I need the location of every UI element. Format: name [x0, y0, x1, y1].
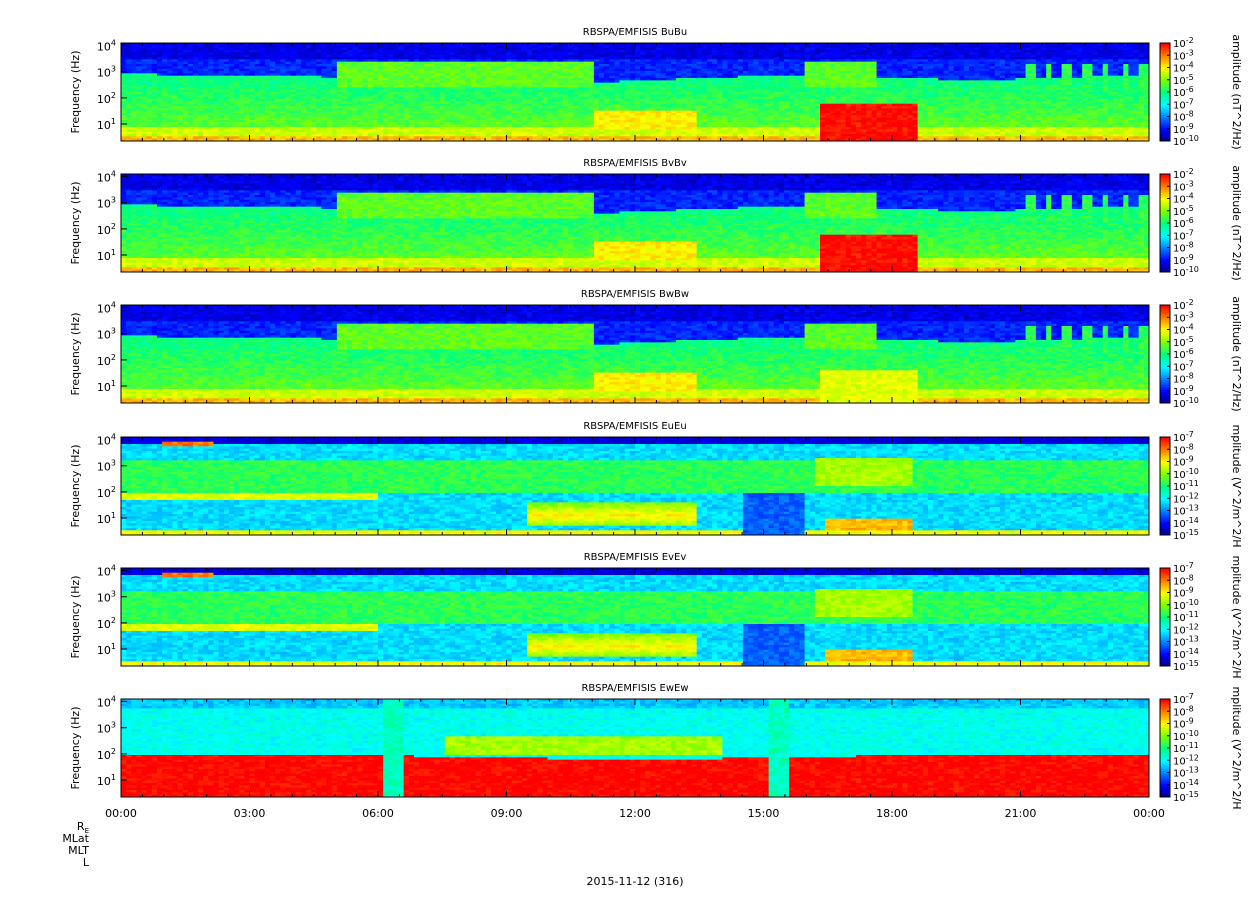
spectrogram-image [121, 305, 1149, 403]
panel-title: RBSPA/EMFISIS EwEw [581, 683, 688, 694]
spectrogram-image [121, 699, 1149, 797]
y-tick-label: 104 [97, 695, 116, 710]
x-tick-labels: 00:00 03:00 06:00 09:00 12:00 15:00 18:00 21:00… [105, 807, 1165, 820]
y-tick-label: 104 [97, 170, 116, 185]
y-tick-label: 101 [97, 511, 116, 526]
panel-title: RBSPA/EMFISIS BuBu [583, 27, 687, 38]
y-tick-label: 102 [97, 616, 116, 631]
y-tick-label: 102 [97, 485, 116, 500]
colorbar-label: amplitude (nT^2/Hz) [1230, 296, 1243, 411]
spectrogram-image [121, 437, 1149, 535]
spectrogram-image [121, 174, 1149, 272]
y-tick-label: 104 [97, 301, 116, 316]
x-tick-label: 12:00 [619, 807, 651, 820]
panel-title: RBSPA/EMFISIS EuEu [583, 421, 686, 432]
colorbar-tick-label: 10-15 [1173, 659, 1199, 673]
colorbar-tick-label: 10-15 [1173, 528, 1199, 542]
y-tick-label: 103 [97, 721, 116, 736]
colorbar: 10-710-810-910-1010-1110-1210-1310-1410-… [1160, 556, 1243, 679]
y-tick-label: 103 [97, 590, 116, 605]
x-tick-label: 15:00 [748, 807, 780, 820]
panels-layer: RBSPA/EMFISIS BuBu 101 102 103 104 Frequency … [69, 27, 1243, 810]
y-tick-label: 104 [97, 39, 116, 54]
y-tick-label: 103 [97, 327, 116, 342]
y-tick-label: 101 [97, 117, 116, 132]
y-axis-label: Frequency (Hz) [69, 51, 82, 134]
y-tick-label: 101 [97, 773, 116, 788]
y-tick-label: 101 [97, 379, 116, 394]
panel-2: RBSPA/EMFISIS BvBv 101 102 103 104 Frequency … [69, 158, 1243, 281]
colorbar-label: mplitude (V^2/m^2/H [1230, 425, 1243, 548]
y-axis-label: Frequency (Hz) [69, 313, 82, 396]
y-axis-label: Frequency (Hz) [69, 576, 82, 659]
y-tick-label: 104 [97, 433, 116, 448]
y-axis-label: Frequency (Hz) [69, 182, 82, 265]
y-tick-label: 102 [97, 222, 116, 237]
y-axis: 101 102 103 104 Frequency (Hz) [69, 39, 127, 134]
y-tick-label: 103 [97, 196, 116, 211]
date-label: 2015-11-12 (316) [586, 875, 683, 888]
colorbar-label: amplitude (nT^2/Hz) [1230, 34, 1243, 149]
y-tick-label: 101 [97, 248, 116, 263]
panel-title: RBSPA/EMFISIS BvBv [583, 158, 687, 169]
y-axis: 101 102 103 104 Frequency (Hz) [69, 301, 127, 396]
colorbar: 10-210-310-410-510-610-710-810-910-10 amp… [1160, 296, 1243, 411]
y-tick-label: 102 [97, 747, 116, 762]
x-tick-label: 06:00 [362, 807, 394, 820]
panel-title: RBSPA/EMFISIS BwBw [581, 289, 689, 300]
panel-4: RBSPA/EMFISIS EuEu 101 102 103 104 Frequency … [69, 421, 1243, 548]
x-tick-label: 00:00 [1133, 807, 1165, 820]
colorbar: 10-710-810-910-1010-1110-1210-1310-1410-… [1160, 687, 1243, 810]
spectrogram-image [121, 43, 1149, 141]
y-axis: 101 102 103 104 Frequency (Hz) [69, 564, 127, 659]
ephemeris-label: L [83, 856, 90, 869]
y-tick-label: 103 [97, 459, 116, 474]
y-axis-label: Frequency (Hz) [69, 707, 82, 790]
panel-title: RBSPA/EMFISIS EvEv [584, 552, 687, 563]
y-axis: 101 102 103 104 Frequency (Hz) [69, 433, 127, 528]
colorbar: 10-210-310-410-510-610-710-810-910-10 amp… [1160, 165, 1243, 280]
colorbar-label: mplitude (V^2/m^2/H [1230, 687, 1243, 810]
colorbar-tick-label: 10-10 [1173, 265, 1199, 279]
colorbar-label: amplitude (nT^2/Hz) [1230, 165, 1243, 280]
colorbar-label: mplitude (V^2/m^2/H [1230, 556, 1243, 679]
bottom-axis-area: 00:00 03:00 06:00 09:00 12:00 15:00 18:00 21:00… [62, 807, 1165, 888]
y-axis: 101 102 103 104 Frequency (Hz) [69, 170, 127, 265]
colorbar: 10-710-810-910-1010-1110-1210-1310-1410-… [1160, 425, 1243, 548]
y-tick-label: 102 [97, 353, 116, 368]
x-tick-label: 00:00 [105, 807, 137, 820]
panel-5: RBSPA/EMFISIS EvEv 101 102 103 104 Frequency … [69, 552, 1243, 679]
colorbar-tick-label: 10-10 [1173, 396, 1199, 410]
colorbar-tick-label: 10-15 [1173, 790, 1199, 804]
panel-6: RBSPA/EMFISIS EwEw 101 102 103 104 Frequency … [69, 683, 1243, 810]
y-tick-label: 102 [97, 91, 116, 106]
spectrogram-image [121, 568, 1149, 666]
x-tick-label: 18:00 [876, 807, 908, 820]
x-tick-label: 09:00 [491, 807, 523, 820]
y-tick-label: 103 [97, 65, 116, 80]
y-tick-label: 104 [97, 564, 116, 579]
colorbar: 10-210-310-410-510-610-710-810-910-10 amp… [1160, 34, 1243, 149]
panel-3: RBSPA/EMFISIS BwBw 101 102 103 104 Frequency … [69, 289, 1243, 412]
colorbar-tick-label: 10-10 [1173, 134, 1199, 148]
x-tick-label: 03:00 [234, 807, 266, 820]
y-axis-label: Frequency (Hz) [69, 445, 82, 528]
y-tick-label: 101 [97, 642, 116, 657]
y-axis: 101 102 103 104 Frequency (Hz) [69, 695, 127, 790]
panel-1: RBSPA/EMFISIS BuBu 101 102 103 104 Frequency … [69, 27, 1243, 150]
x-tick-label: 21:00 [1005, 807, 1037, 820]
